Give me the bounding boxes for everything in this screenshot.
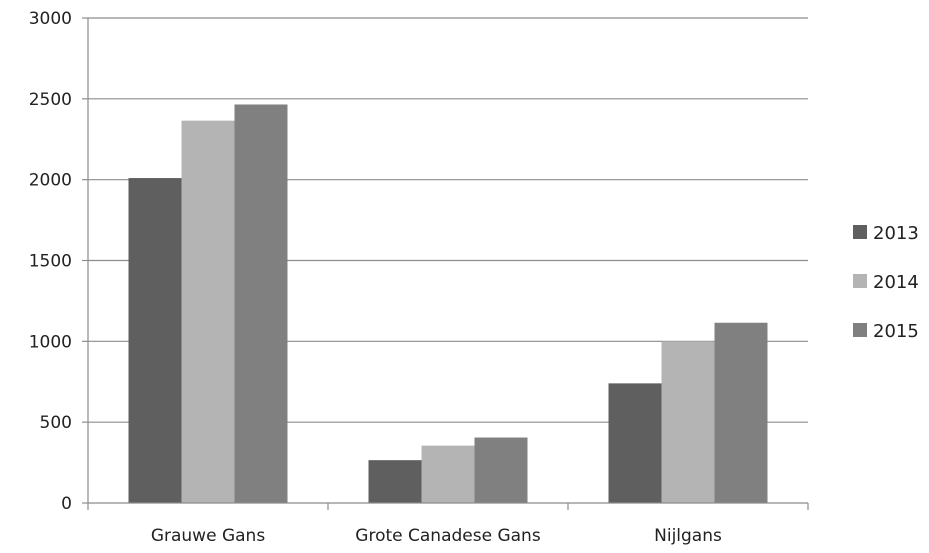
- bar-grote-canadese-gans-2013: [368, 460, 422, 503]
- x-category-label: Grote Canadese Gans: [355, 526, 541, 546]
- y-tick-label: 500: [40, 413, 72, 433]
- y-tick-label: 2500: [29, 90, 72, 110]
- legend-label-2014: 2014: [873, 272, 919, 293]
- y-tick-label: 0: [61, 494, 72, 514]
- y-tick-label: 2000: [29, 171, 72, 191]
- x-category-label: Nijlgans: [654, 526, 722, 546]
- bar-nijlgans-2013: [608, 383, 662, 503]
- bar-nijlgans-2015: [714, 322, 768, 503]
- legend-swatch-2015: [853, 323, 867, 337]
- legend-swatch-2013: [853, 225, 867, 239]
- x-category-label: Grauwe Gans: [151, 526, 265, 546]
- bar-grauwe-gans-2013: [128, 178, 182, 504]
- legend-swatch-2014: [853, 274, 867, 288]
- legend: 2013 2014 2015: [853, 223, 919, 342]
- y-tick-label: 1000: [29, 332, 72, 352]
- y-tick-label: 1500: [29, 252, 72, 272]
- y-axis-tick-labels: 0 500 1000 1500 2000 2500 3000: [29, 9, 72, 514]
- x-axis-category-labels: Grauwe Gans Grote Canadese Gans Nijlgans: [151, 526, 722, 546]
- bar-grauwe-gans-2015: [234, 104, 288, 503]
- legend-label-2015: 2015: [873, 321, 919, 342]
- bars: [128, 104, 768, 504]
- bar-grote-canadese-gans-2014: [421, 445, 475, 503]
- legend-label-2013: 2013: [873, 223, 919, 244]
- axes: [87, 18, 809, 510]
- bar-grauwe-gans-2014: [181, 120, 235, 504]
- bar-nijlgans-2014: [661, 341, 715, 503]
- bar-grote-canadese-gans-2015: [474, 437, 528, 503]
- y-tick-label: 3000: [29, 9, 72, 29]
